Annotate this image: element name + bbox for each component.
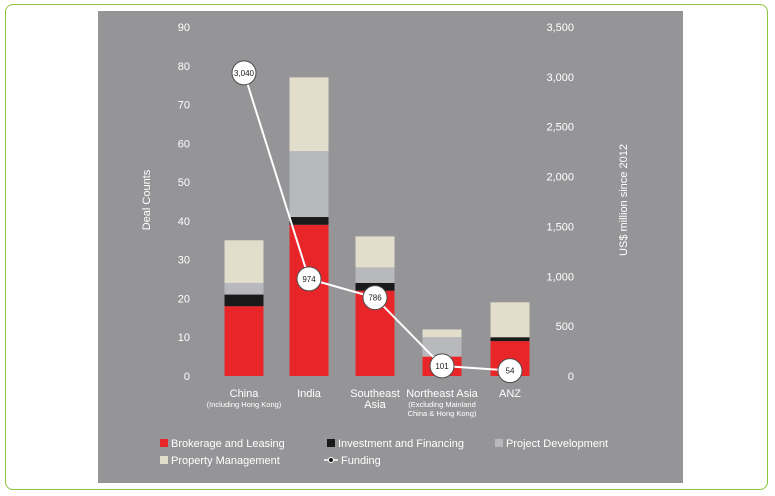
left-axis-tick-label: 70 bbox=[178, 100, 190, 112]
category-label: China bbox=[230, 388, 260, 400]
legend-swatch bbox=[327, 439, 335, 447]
legend-label: Brokerage and Leasing bbox=[171, 438, 285, 450]
bar-segment bbox=[355, 267, 395, 283]
right-axis-tick-label: 500 bbox=[556, 321, 574, 333]
funding-value-label: 786 bbox=[368, 294, 382, 303]
legend-label: Property Management bbox=[171, 455, 280, 467]
bar-segment bbox=[289, 217, 329, 225]
right-axis-tick-label: 2,000 bbox=[546, 172, 574, 184]
legend-swatch bbox=[160, 456, 168, 464]
left-axis-tick-label: 90 bbox=[178, 22, 190, 34]
funding-value-label: 3,040 bbox=[234, 69, 255, 78]
category-label: ANZ bbox=[499, 388, 521, 400]
category-label: Northeast Asia bbox=[406, 388, 478, 400]
right-axis-tick-label: 2,500 bbox=[546, 122, 574, 134]
funding-point bbox=[296, 266, 322, 292]
legend-label: Funding bbox=[341, 455, 381, 467]
right-axis-tick-label: 1,500 bbox=[546, 221, 574, 233]
left-axis-tick-label: 60 bbox=[178, 138, 190, 150]
left-axis-tick-label: 50 bbox=[178, 177, 190, 189]
category-sublabel: China & Hong Kong) bbox=[408, 409, 477, 418]
chart-svg: 0 10 20 30 40 50 60 70 80 90 0 500 1,000 1,500 2,000 2,… bbox=[141, 22, 630, 467]
right-axis-tick-label: 1,000 bbox=[546, 271, 574, 283]
category-label: Southeast bbox=[350, 388, 400, 400]
left-axis-tick-label: 40 bbox=[178, 216, 190, 228]
bar-segment bbox=[289, 224, 329, 376]
bar-segment bbox=[224, 294, 264, 307]
bar-segment bbox=[490, 302, 530, 338]
funding-point bbox=[429, 353, 455, 379]
left-axis-tick-label: 20 bbox=[178, 293, 190, 305]
category-label: India bbox=[297, 388, 322, 400]
bar-segment bbox=[422, 337, 462, 357]
legend-swatch bbox=[160, 439, 168, 447]
legend-swatch bbox=[495, 439, 503, 447]
right-axis-title: US$ million since 2012 bbox=[618, 144, 630, 256]
bar-segment bbox=[355, 236, 395, 268]
left-axis-tick-label: 0 bbox=[184, 371, 190, 383]
funding-point bbox=[231, 60, 257, 86]
left-axis-tick-label: 30 bbox=[178, 255, 190, 267]
legend-line-marker bbox=[328, 457, 334, 463]
funding-point bbox=[362, 285, 388, 311]
bar-segment bbox=[422, 329, 462, 338]
bar-segment bbox=[224, 282, 264, 295]
left-axis-tick-label: 80 bbox=[178, 61, 190, 73]
chart-panel: 0 10 20 30 40 50 60 70 80 90 0 500 1,000 1,500 2,000 2,… bbox=[98, 11, 683, 483]
legend-label: Investment and Financing bbox=[338, 438, 464, 450]
left-axis-tick-label: 10 bbox=[178, 332, 190, 344]
bar-segment bbox=[224, 306, 264, 376]
bar-segment bbox=[289, 151, 329, 218]
funding-value-label: 974 bbox=[302, 275, 316, 284]
right-axis-tick-label: 3,000 bbox=[546, 72, 574, 84]
bar-segment bbox=[490, 337, 530, 342]
category-sublabel: (Including Hong Kong) bbox=[207, 400, 282, 409]
category-sublabel: (Excluding Mainland bbox=[408, 400, 476, 409]
left-axis-title: Deal Counts bbox=[141, 169, 153, 230]
funding-point bbox=[497, 358, 523, 384]
right-axis-tick-label: 3,500 bbox=[546, 22, 574, 34]
bar-segment bbox=[289, 77, 329, 152]
bar-segment bbox=[224, 240, 264, 283]
funding-value-label: 101 bbox=[435, 362, 449, 371]
category-label: Asia bbox=[364, 399, 386, 411]
legend-label: Project Development bbox=[506, 438, 608, 450]
funding-value-label: 54 bbox=[506, 367, 515, 376]
right-axis-tick-label: 0 bbox=[568, 371, 574, 383]
